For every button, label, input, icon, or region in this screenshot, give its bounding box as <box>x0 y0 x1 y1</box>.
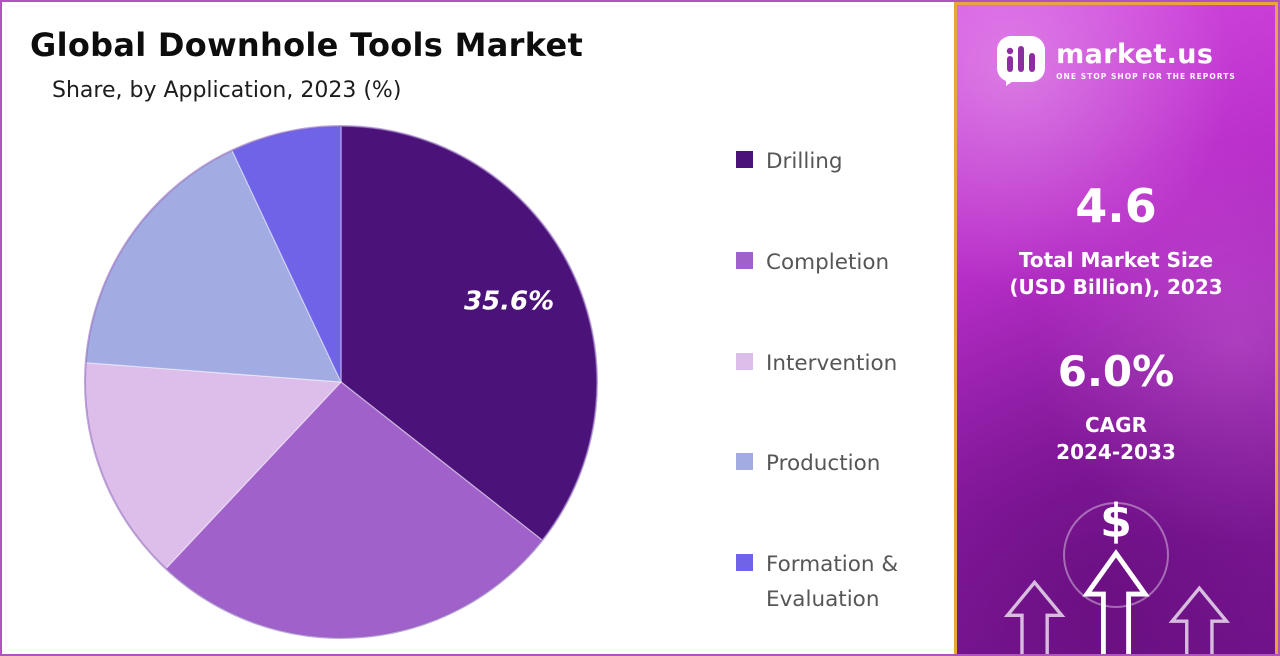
stat-cagr-label-line1: CAGR <box>1085 413 1147 437</box>
sidebar-infographic: market.us ONE STOP SHOP FOR THE REPORTS … <box>954 2 1278 654</box>
brand-tagline: ONE STOP SHOP FOR THE REPORTS <box>1056 72 1236 82</box>
legend-swatch <box>736 151 753 168</box>
legend-label: Drilling <box>766 149 843 174</box>
page-subtitle: Share, by Application, 2023 (%) <box>52 78 402 103</box>
legend-label: Intervention <box>766 350 898 376</box>
pie-outline <box>84 125 598 639</box>
page-title: Global Downhole Tools Market <box>30 26 584 64</box>
legend-item-intervention: Intervention <box>736 347 922 382</box>
marketus-logo-icon <box>997 36 1046 86</box>
dollar-icon: $ <box>1056 492 1176 608</box>
legend-item-formation-evaluation: Formation & Evaluation <box>736 548 922 618</box>
stat-market-size-label-line2: (USD Billion), 2023 <box>1009 275 1223 299</box>
chart-legend: Drilling Completion Intervention Product… <box>736 145 922 618</box>
chart-panel: Global Downhole Tools Market Share, by A… <box>2 2 954 654</box>
legend-item-production: Production <box>736 447 922 482</box>
coin-circle <box>1063 502 1169 608</box>
stat-cagr-label: CAGR 2024-2033 <box>1056 412 1176 466</box>
legend-swatch <box>736 453 753 471</box>
pie-chart: 35.6% <box>84 125 598 639</box>
stat-cagr-value: 6.0% <box>1057 347 1175 396</box>
brand: market.us ONE STOP SHOP FOR THE REPORTS <box>996 35 1236 87</box>
pie-slice-label: 35.6% <box>464 286 554 316</box>
stat-market-size-value: 4.6 <box>1075 179 1157 233</box>
legend-item-completion: Completion <box>736 246 922 281</box>
stat-market-size-label: Total Market Size (USD Billion), 2023 <box>1009 247 1222 301</box>
pie-chart-container: 35.6% <box>58 114 624 654</box>
legend-label: Formation & Evaluation <box>766 552 899 613</box>
up-arrows-icon <box>1003 549 1231 654</box>
dollar-symbol: $ <box>1099 494 1132 548</box>
legend-item-drilling: Drilling <box>736 145 922 180</box>
brand-name: market.us <box>1056 38 1214 70</box>
legend-swatch <box>736 251 753 269</box>
stat-market-size-label-line1: Total Market Size <box>1018 248 1214 272</box>
legend-label: Production <box>766 451 881 477</box>
brand-text: market.us ONE STOP SHOP FOR THE REPORTS <box>1056 38 1236 82</box>
stat-cagr-label-line2: 2024-2033 <box>1056 440 1176 464</box>
legend-label: Completion <box>766 249 890 275</box>
legend-swatch <box>736 554 753 572</box>
legend-swatch <box>736 352 753 370</box>
